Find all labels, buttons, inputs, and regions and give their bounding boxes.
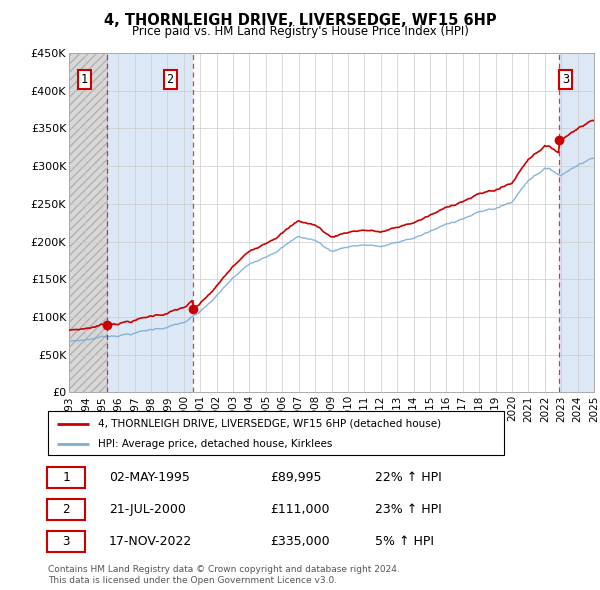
Text: 4, THORNLEIGH DRIVE, LIVERSEDGE, WF15 6HP (detached house): 4, THORNLEIGH DRIVE, LIVERSEDGE, WF15 6H… (98, 419, 441, 428)
Text: 1: 1 (81, 73, 88, 86)
Text: 2: 2 (166, 73, 173, 86)
Text: 21-JUL-2000: 21-JUL-2000 (109, 503, 185, 516)
Bar (69, 53, 107, 392)
Text: 4, THORNLEIGH DRIVE, LIVERSEDGE, WF15 6HP: 4, THORNLEIGH DRIVE, LIVERSEDGE, WF15 6H… (104, 13, 496, 28)
Text: £89,995: £89,995 (270, 471, 321, 484)
Text: £335,000: £335,000 (270, 535, 329, 548)
FancyBboxPatch shape (47, 530, 85, 552)
Text: 23% ↑ HPI: 23% ↑ HPI (376, 503, 442, 516)
FancyBboxPatch shape (47, 467, 85, 489)
Text: £111,000: £111,000 (270, 503, 329, 516)
Bar (107, 53, 193, 392)
Text: Contains HM Land Registry data © Crown copyright and database right 2024.
This d: Contains HM Land Registry data © Crown c… (48, 565, 400, 585)
Text: 17-NOV-2022: 17-NOV-2022 (109, 535, 192, 548)
Bar (69, 53, 107, 392)
Text: 5% ↑ HPI: 5% ↑ HPI (376, 535, 434, 548)
FancyBboxPatch shape (47, 499, 85, 520)
Text: 1: 1 (62, 471, 70, 484)
Text: 02-MAY-1995: 02-MAY-1995 (109, 471, 190, 484)
Text: 22% ↑ HPI: 22% ↑ HPI (376, 471, 442, 484)
Text: HPI: Average price, detached house, Kirklees: HPI: Average price, detached house, Kirk… (98, 439, 332, 449)
Text: Price paid vs. HM Land Registry's House Price Index (HPI): Price paid vs. HM Land Registry's House … (131, 25, 469, 38)
Bar (193, 53, 559, 392)
Bar (559, 53, 594, 392)
Text: 3: 3 (62, 535, 70, 548)
Text: 3: 3 (562, 73, 569, 86)
Text: 2: 2 (62, 503, 70, 516)
